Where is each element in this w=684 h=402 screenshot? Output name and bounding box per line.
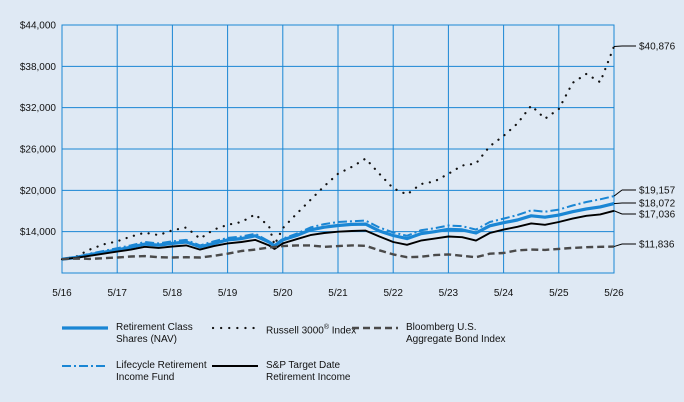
x-tick-label: 5/19 bbox=[218, 288, 238, 299]
x-gridlines bbox=[61, 25, 615, 273]
x-tick-label: 5/23 bbox=[439, 288, 459, 299]
end-value-labels: $40,876 $19,157 $18,072$17,036 $11,836 bbox=[613, 42, 676, 251]
end-value-label: $19,157 bbox=[639, 186, 676, 197]
end-value-label: $18,072 bbox=[639, 199, 676, 210]
series-line bbox=[61, 209, 615, 261]
series-line bbox=[60, 45, 616, 261]
x-tick-label: 5/16 bbox=[52, 288, 72, 299]
end-label-connector bbox=[613, 202, 623, 205]
y-tick-label: $20,000 bbox=[20, 186, 57, 197]
series-line bbox=[61, 202, 615, 261]
end-value-label: $17,036 bbox=[639, 210, 676, 221]
y-tick-label: $32,000 bbox=[20, 103, 57, 114]
end-label-connector bbox=[613, 45, 623, 48]
x-tick-label: 5/22 bbox=[383, 288, 403, 299]
end-value-label: $40,876 bbox=[639, 42, 676, 53]
y-tick-label: $26,000 bbox=[20, 145, 57, 156]
series-line bbox=[61, 195, 615, 261]
y-tick-label: $38,000 bbox=[20, 62, 57, 73]
x-tick-label: 5/17 bbox=[107, 288, 127, 299]
x-tick-label: 5/24 bbox=[494, 288, 514, 299]
x-tick-label: 5/26 bbox=[604, 288, 624, 299]
end-value-label: $11,836 bbox=[639, 240, 675, 251]
x-tick-label: 5/20 bbox=[273, 288, 293, 299]
end-label-connector bbox=[613, 210, 623, 215]
end-label-connector bbox=[613, 189, 623, 197]
x-tick-label: 5/18 bbox=[163, 288, 183, 299]
y-axis-tick-labels: $14,000 $20,000 $26,000 $32,000 $38,000 $44,0… bbox=[20, 21, 57, 239]
x-tick-label: 5/25 bbox=[549, 288, 569, 299]
y-tick-label: $14,000 bbox=[20, 227, 57, 238]
x-tick-label: 5/21 bbox=[328, 288, 348, 299]
y-tick-label: $44,000 bbox=[20, 21, 57, 32]
x-axis-tick-labels: 5/16 5/17 5/18 5/19 5/20 5/21 5/22 5/23 5/24 5/25… bbox=[52, 288, 624, 299]
end-label-connector bbox=[613, 243, 623, 248]
series-lines bbox=[60, 45, 616, 261]
series-line bbox=[61, 244, 615, 261]
